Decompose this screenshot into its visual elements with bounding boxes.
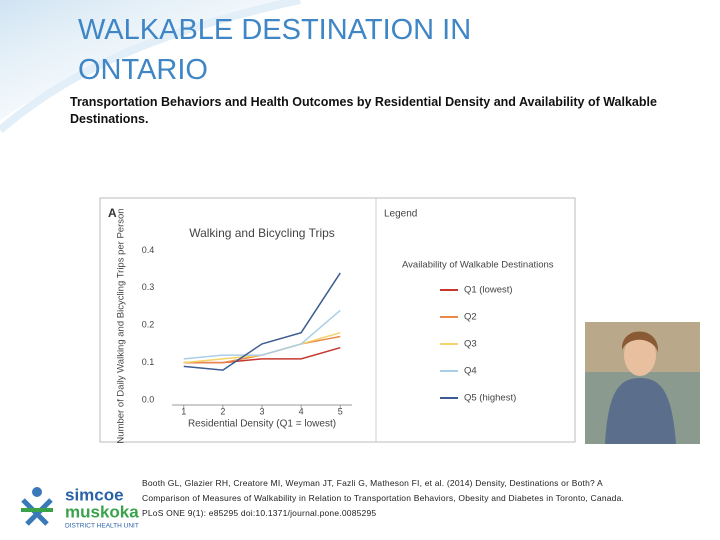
series-line (183, 309, 341, 360)
panel-label: A (108, 206, 117, 220)
legend-title: Legend (384, 209, 417, 220)
logo-text: DISTRICT HEALTH UNIT (65, 523, 139, 530)
legend-subtitle: Availability of Walkable Destinations (402, 260, 554, 271)
legend-label: Q5 (highest) (464, 393, 516, 404)
chart-title: Walking and Bicycling Trips (189, 226, 335, 240)
legend-label: Q4 (464, 366, 477, 377)
legend-label: Q3 (464, 339, 477, 350)
x-tick-label: 4 (299, 406, 304, 416)
series-line (183, 272, 341, 371)
x-tick-label: 2 (220, 406, 225, 416)
y-axis-label: Number of Daily Walking and Bicycling Tr… (116, 208, 127, 443)
citation-line: Booth GL, Glazier RH, Creatore MI, Weyma… (142, 478, 603, 488)
logo-icon (21, 498, 53, 526)
citation-line: PLoS ONE 9(1): e85295 doi:10.1371/journa… (142, 508, 377, 518)
y-tick-label: 0.3 (142, 282, 155, 292)
logo-icon (32, 487, 42, 497)
slide-title: WALKABLE DESTINATION IN ONTARIO (78, 14, 472, 86)
photo (585, 322, 700, 444)
x-axis-label: Residential Density (Q1 = lowest) (188, 419, 336, 430)
slide-subtitle: Transportation Behaviors and Health Outc… (70, 95, 657, 126)
logo: simcoe muskoka DISTRICT HEALTH UNIT (21, 485, 139, 530)
y-tick-label: 0.1 (142, 357, 155, 367)
y-tick-label: 0.4 (142, 245, 155, 255)
x-tick-label: 5 (338, 406, 343, 416)
citation-line: Comparison of Measures of Walkability in… (142, 493, 625, 503)
legend-label: Q1 (lowest) (464, 285, 513, 296)
chart-frame (99, 197, 576, 443)
logo-text: simcoe (65, 485, 124, 504)
citation: Booth GL, Glazier RH, Creatore MI, Weyma… (142, 476, 624, 521)
swoosh (0, 0, 300, 120)
legend-label: Q2 (464, 312, 477, 323)
y-tick-label: 0.0 (142, 394, 155, 404)
y-tick-label: 0.2 (142, 320, 155, 330)
x-tick-label: 3 (259, 406, 264, 416)
logo-text: muskoka (65, 502, 139, 521)
swoosh (0, 0, 301, 134)
x-tick-label: 1 (181, 406, 186, 416)
